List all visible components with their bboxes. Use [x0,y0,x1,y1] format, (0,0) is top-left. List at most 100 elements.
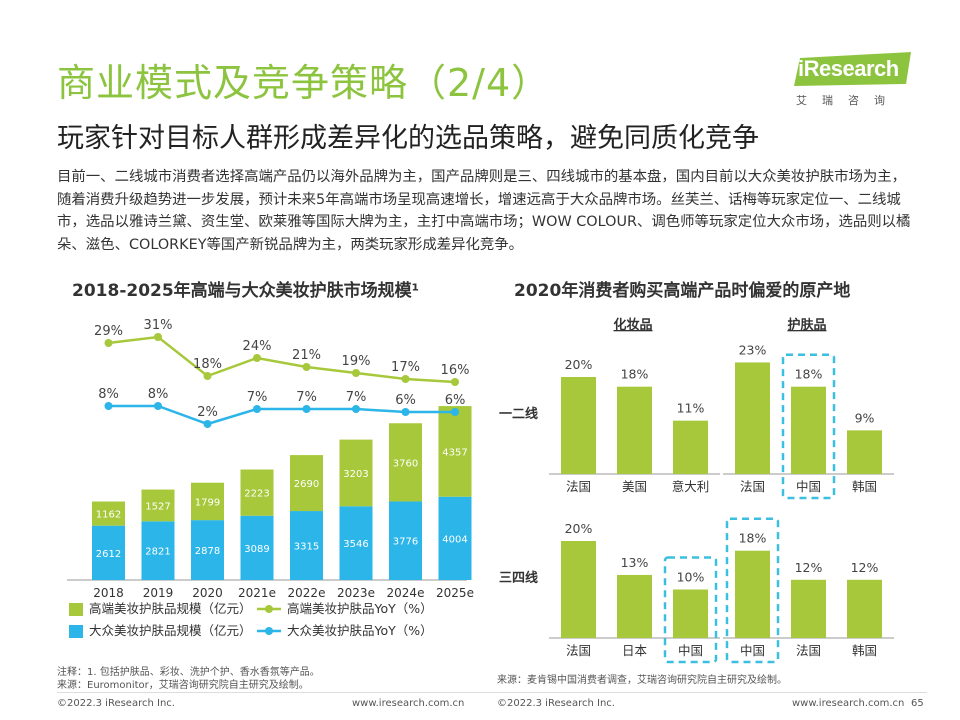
yoy-label: 8% [148,387,169,402]
origin-bar-韩国 [847,430,882,474]
origin-value-label: 13% [621,555,649,570]
origin-category-label: 法国 [566,479,591,494]
bar-mass-2020 [191,520,224,580]
origin-bar-中国 [735,550,770,638]
line-high-yoy [108,335,456,384]
yoy-label: 6% [395,393,416,408]
bar-label-mass: 4004 [442,534,467,545]
bar-label-high: 1162 [96,510,121,521]
footer-divider [57,692,927,693]
yoy-point [154,333,162,341]
left-chart-title: 2018-2025年高端与大众美妆护肤市场规模¹ [72,281,420,301]
yoy-label: 7% [296,390,317,405]
legend-marker [265,627,273,635]
bar-label-mass: 3089 [244,544,269,555]
legend-item: 大众美妆护肤品规模（亿元） [69,623,252,638]
origin-bar-韩国 [847,579,882,638]
bar-high-2020 [191,482,224,521]
yoy-label: 24% [243,339,272,354]
origin-value-label: 20% [565,357,593,372]
footer-copyright-right: ©2022.3 iResearch Inc. [497,698,615,709]
yoy-label: 17% [391,360,420,375]
legend-item: 大众美妆护肤品YoY（%） [257,623,433,638]
bar-label-high: 2223 [244,489,269,500]
bar-mass-2018 [92,525,125,580]
yoy-point [203,372,212,380]
bar-high-2022e [290,455,323,512]
bar-label-high: 2690 [294,479,319,490]
origin-value-label: 18% [621,367,649,382]
yoy-point [352,405,360,413]
origin-value-label: 11% [677,401,705,416]
yoy-label: 31% [144,318,173,333]
bar-label-mass: 2878 [195,546,220,557]
origin-value-label: 10% [677,570,705,585]
page-number: 65 [911,698,924,709]
legend-label: 大众美妆护肤品YoY（%） [287,623,433,638]
origin-bar-中国 [791,386,826,474]
logo-sub-text: 艾瑞咨询 [796,94,900,107]
logo-shape [794,52,911,86]
footer-copyright-left: ©2022.3 iResearch Inc. [57,698,175,709]
origin-category-label: 韩国 [852,479,877,494]
bar-label-mass: 2821 [145,547,170,558]
legend-label: 大众美妆护肤品规模（亿元） [89,623,252,638]
origin-category-label: 法国 [796,643,821,658]
logo-brand-text: iResearch [798,56,899,81]
yoy-point [253,405,261,413]
bar-label-mass: 3546 [343,539,368,550]
highlight-box [663,556,718,664]
yoy-point [203,420,212,428]
bar-label-high: 3203 [343,469,368,480]
yoy-label: 6% [445,393,466,408]
yoy-point [302,363,311,371]
yoy-point [451,378,459,386]
yoy-label: 8% [98,387,119,402]
bar-mass-2024e [389,501,422,580]
bar-high-2025e [438,406,472,497]
yoy-label: 18% [193,357,222,372]
origin-bar-法国 [561,541,596,638]
x-tick-label: 2023e [337,586,375,600]
origin-category-label: 法国 [566,643,591,658]
origin-category-label: 法国 [740,479,765,494]
source-left-text: 来源：Euromonitor，艾瑞咨询研究院自主研究及绘制。 [57,680,309,691]
footer-url-left: www.iresearch.com.cn [352,698,465,709]
yoy-point [104,402,113,410]
row-label: 三四线 [499,570,538,586]
origin-value-label: 18% [739,531,767,546]
origin-category-label: 日本 [622,643,648,658]
legend-marker [265,605,273,613]
origin-category-label: 韩国 [852,643,877,658]
market-size-chart: 2612 1162 2018 2821 1527 2019 2878 1799 2020 3089… [67,318,474,638]
yoy-label: 7% [346,390,367,405]
origin-value-label: 20% [565,521,593,536]
bar-mass-2023e [339,506,373,580]
origin-category-label: 意大利 [672,479,710,494]
origin-category-label: 中国 [796,479,821,494]
bar-mass-2019 [141,521,175,580]
yoy-label: 19% [342,354,371,369]
bar-label-high: 1799 [195,497,220,508]
legend-item: 高端美妆护肤品YoY（%） [257,601,433,616]
footer-url-right: www.iresearch.com.cn [792,698,905,709]
origin-value-label: 18% [795,367,823,382]
origin-category-label: 美国 [622,479,647,494]
line-mass-yoy [108,404,455,426]
page-subtitle: 玩家针对目标人群形成差异化的选品策略，避免同质化竞争 [57,123,759,154]
yoy-point [451,408,459,416]
yoy-point [253,354,261,362]
yoy-point [352,369,360,377]
origin-value-label: 23% [739,342,767,357]
yoy-label: 21% [292,348,321,363]
yoy-point [401,408,410,416]
yoy-point [154,402,162,410]
page-title: 商业模式及竞争策略（2/4） [57,61,551,105]
yoy-label: 2% [197,405,218,420]
x-tick-label: 2024e [387,586,425,600]
notes-block: 注释：1. 包括护肤品、彩妆、洗护个护、香水香氛等产品。 来源：Euromoni… [57,666,320,692]
origin-value-label: 12% [851,560,879,575]
x-tick-label: 2021e [238,586,276,600]
bar-label-high: 1527 [145,501,170,512]
origin-bar-法国 [791,579,826,638]
